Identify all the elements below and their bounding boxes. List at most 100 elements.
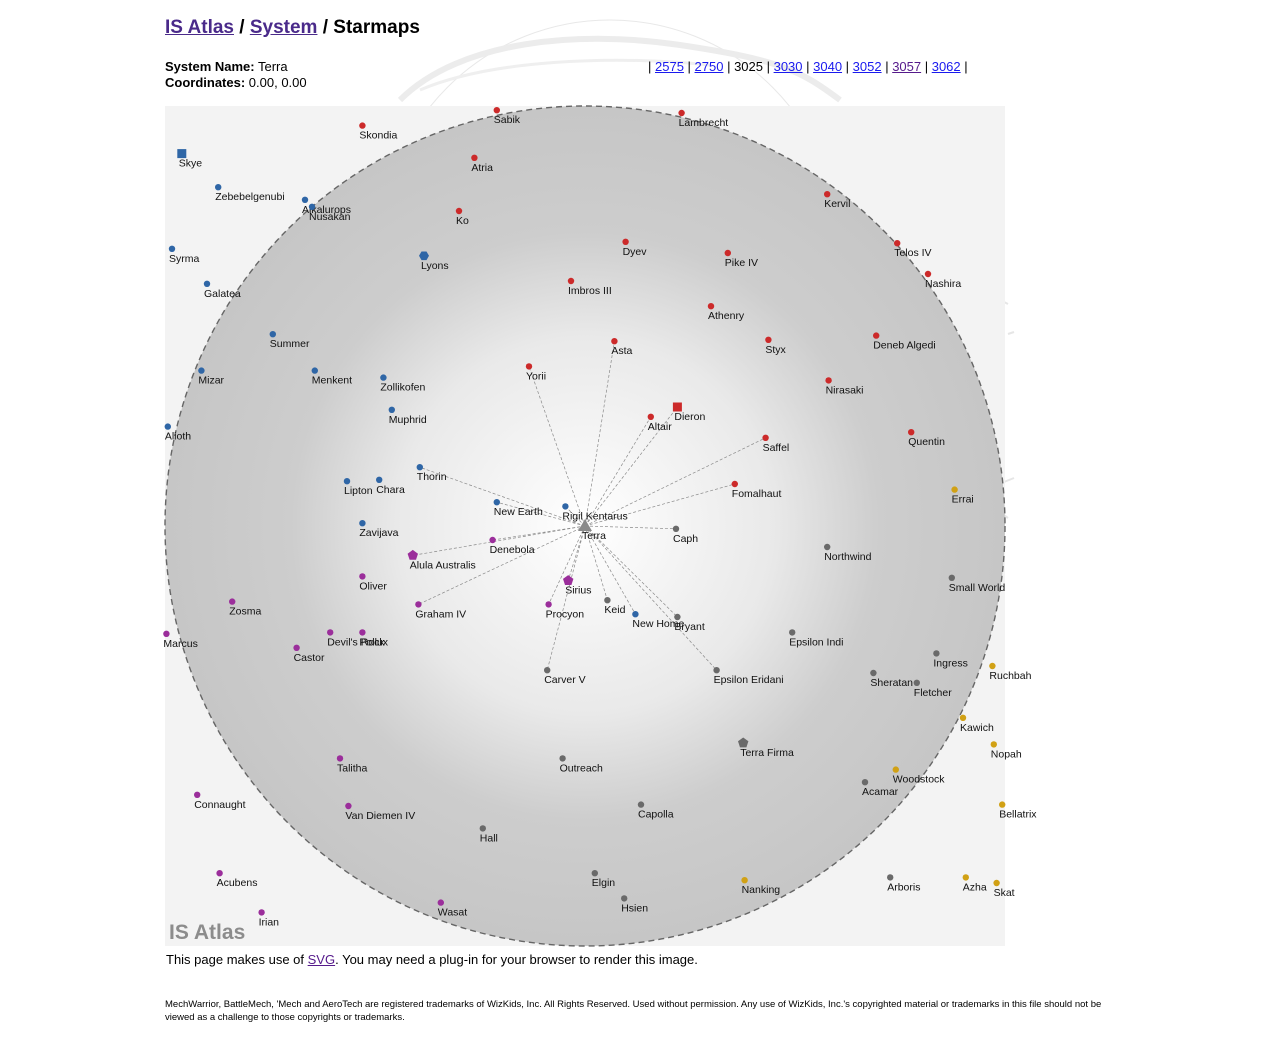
- system-lyons[interactable]: Lyons: [419, 251, 449, 272]
- system-label-outreach[interactable]: Outreach: [560, 762, 603, 774]
- year-link-2750[interactable]: 2750: [694, 59, 724, 74]
- system-syrma[interactable]: Syrma: [168, 245, 200, 265]
- year-link-3052[interactable]: 3052: [852, 59, 882, 74]
- system-label-van-diemen-iv[interactable]: Van Diemen IV: [345, 810, 415, 822]
- system-label-rigil-kentarus[interactable]: Rigil Kentarus: [562, 510, 627, 522]
- system-marker-fletcher[interactable]: [913, 679, 920, 686]
- system-label-summer[interactable]: Summer: [270, 338, 310, 350]
- system-pollux[interactable]: Pollux: [359, 629, 389, 648]
- system-marker-asta[interactable]: [611, 338, 618, 345]
- system-marker-alkalurops[interactable]: [301, 196, 309, 203]
- system-acubens[interactable]: Acubens: [216, 870, 257, 889]
- system-label-kervil[interactable]: Kervil: [824, 198, 850, 210]
- system-label-galatea[interactable]: Galatea: [204, 288, 241, 300]
- system-muphrid[interactable]: Muphrid: [388, 406, 427, 426]
- system-nopah[interactable]: Nopah: [990, 741, 1022, 760]
- system-label-zavijava[interactable]: Zavijava: [359, 527, 398, 539]
- system-fletcher[interactable]: Fletcher: [913, 679, 953, 699]
- system-atria[interactable]: Atria: [471, 154, 493, 174]
- system-label-quentin[interactable]: Quentin: [908, 436, 945, 448]
- system-label-terra-firma[interactable]: Terra Firma: [740, 747, 794, 759]
- system-lipton[interactable]: Lipton: [343, 478, 373, 497]
- system-denebola[interactable]: Denebola: [489, 536, 535, 556]
- system-marker-acubens[interactable]: [216, 870, 223, 877]
- system-marker-dieron[interactable]: [672, 402, 682, 412]
- system-label-sheratan[interactable]: Sheratan: [870, 677, 913, 689]
- system-hsien[interactable]: Hsien: [621, 895, 648, 914]
- system-label-nusakan[interactable]: Nusakan: [309, 211, 351, 223]
- system-marker-kawich[interactable]: [959, 714, 967, 721]
- system-label-arboris[interactable]: Arboris: [887, 881, 920, 893]
- system-label-muphrid[interactable]: Muphrid: [389, 414, 427, 426]
- system-marker-elgin[interactable]: [591, 870, 598, 877]
- system-fomalhaut[interactable]: Fomalhaut: [731, 480, 782, 500]
- system-kervil[interactable]: Kervil: [824, 191, 850, 210]
- system-label-elgin[interactable]: Elgin: [592, 877, 616, 889]
- system-marker-pollux[interactable]: [359, 629, 366, 636]
- system-marker-small-world[interactable]: [948, 574, 955, 581]
- system-marker-syrma[interactable]: [168, 245, 176, 252]
- system-lambrecht[interactable]: Lambrecht: [678, 109, 728, 129]
- system-marker-bryant[interactable]: [674, 613, 681, 621]
- system-bryant[interactable]: Bryant: [674, 613, 705, 633]
- year-link-3040[interactable]: 3040: [813, 59, 843, 74]
- system-label-new-home[interactable]: New Home: [632, 618, 684, 630]
- system-small-world[interactable]: Small World: [948, 574, 1006, 594]
- system-marcus[interactable]: Marcus: [163, 630, 198, 650]
- system-asta[interactable]: Asta: [611, 338, 633, 357]
- system-label-athenry[interactable]: Athenry: [708, 310, 745, 322]
- system-marker-acamar[interactable]: [861, 779, 869, 786]
- system-marker-ingress[interactable]: [933, 650, 940, 657]
- system-marker-mizar[interactable]: [198, 367, 205, 374]
- system-dieron[interactable]: Dieron: [672, 402, 706, 424]
- system-skondia[interactable]: Skondia: [359, 122, 398, 142]
- system-alioth[interactable]: Alioth: [164, 423, 192, 443]
- system-label-small-world[interactable]: Small World: [949, 582, 1006, 594]
- system-castor[interactable]: Castor: [293, 644, 325, 664]
- system-azha[interactable]: Azha: [962, 874, 987, 893]
- system-marker-zollikofen[interactable]: [380, 374, 387, 381]
- system-label-mizar[interactable]: Mizar: [198, 375, 224, 387]
- system-marker-athenry[interactable]: [707, 303, 715, 310]
- system-marker-nopah[interactable]: [990, 741, 997, 748]
- system-zosma[interactable]: Zosma: [229, 598, 261, 618]
- system-marker-epsilon-indi[interactable]: [789, 629, 796, 636]
- system-rigil-kentarus[interactable]: Rigil Kentarus: [562, 503, 628, 522]
- system-marker-sirius[interactable]: [563, 575, 574, 585]
- system-marker-atria[interactable]: [471, 154, 478, 161]
- svg-link[interactable]: SVG: [307, 952, 336, 967]
- system-label-castor[interactable]: Castor: [294, 652, 325, 664]
- system-marker-quentin[interactable]: [908, 429, 915, 436]
- system-summer[interactable]: Summer: [269, 331, 310, 350]
- system-label-skondia[interactable]: Skondia: [359, 130, 397, 142]
- system-marker-ruchbah[interactable]: [989, 662, 996, 670]
- system-quentin[interactable]: Quentin: [908, 429, 945, 448]
- system-label-pollux[interactable]: Pollux: [359, 636, 388, 648]
- system-label-lyons[interactable]: Lyons: [421, 260, 449, 272]
- system-terra[interactable]: Terra: [578, 519, 606, 542]
- system-imbros-iii[interactable]: Imbros III: [567, 277, 612, 297]
- system-marker-woodstock[interactable]: [892, 766, 899, 773]
- system-marker-galatea[interactable]: [203, 280, 211, 287]
- system-label-zosma[interactable]: Zosma: [229, 606, 261, 618]
- system-marker-ko[interactable]: [455, 207, 463, 215]
- system-label-devil-s-rock[interactable]: Devil's Rock: [327, 636, 385, 648]
- system-marker-zebebelgenubi[interactable]: [215, 184, 222, 191]
- system-label-atria[interactable]: Atria: [471, 162, 493, 174]
- system-label-saffel[interactable]: Saffel: [763, 442, 790, 454]
- system-van-diemen-iv[interactable]: Van Diemen IV: [345, 802, 415, 822]
- system-marker-summer[interactable]: [269, 331, 276, 338]
- system-zavijava[interactable]: Zavijava: [359, 520, 399, 539]
- system-label-marcus[interactable]: Marcus: [163, 638, 197, 650]
- system-marker-carver-v[interactable]: [544, 667, 551, 674]
- system-marker-telos-iv[interactable]: [894, 240, 901, 247]
- system-marker-lambrecht[interactable]: [678, 109, 685, 117]
- system-sabik[interactable]: Sabik: [493, 107, 521, 126]
- system-marker-procyon[interactable]: [545, 601, 552, 608]
- system-label-kawich[interactable]: Kawich: [960, 722, 994, 734]
- system-label-ingress[interactable]: Ingress: [933, 657, 967, 669]
- system-label-alioth[interactable]: Alioth: [165, 431, 191, 443]
- year-link-3057[interactable]: 3057: [892, 59, 922, 74]
- system-elgin[interactable]: Elgin: [591, 870, 616, 889]
- system-label-yorii[interactable]: Yorii: [526, 370, 546, 382]
